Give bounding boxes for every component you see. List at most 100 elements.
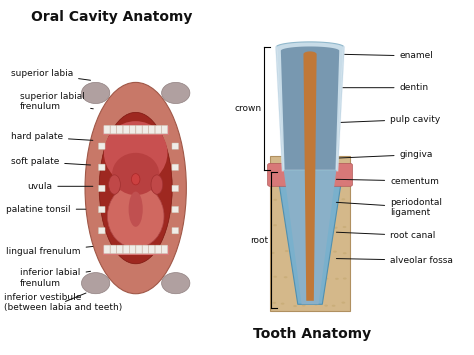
Ellipse shape (272, 302, 275, 305)
Ellipse shape (333, 250, 337, 252)
FancyBboxPatch shape (136, 245, 142, 253)
FancyBboxPatch shape (99, 164, 105, 170)
FancyBboxPatch shape (129, 245, 136, 253)
FancyBboxPatch shape (155, 125, 161, 134)
FancyBboxPatch shape (162, 125, 168, 134)
FancyBboxPatch shape (172, 228, 179, 234)
Ellipse shape (284, 278, 288, 280)
FancyBboxPatch shape (129, 125, 136, 134)
Text: crown: crown (235, 104, 262, 113)
Text: alveolar fossa: alveolar fossa (337, 256, 453, 265)
Text: cementum: cementum (337, 176, 439, 186)
Ellipse shape (112, 153, 159, 195)
FancyBboxPatch shape (136, 125, 142, 134)
FancyBboxPatch shape (99, 185, 105, 192)
Text: soft palate: soft palate (11, 157, 91, 166)
Ellipse shape (283, 172, 287, 174)
Text: lingual frenulum: lingual frenulum (6, 246, 93, 256)
Text: superior labia: superior labia (11, 69, 91, 80)
Ellipse shape (332, 175, 336, 177)
Text: root: root (250, 236, 269, 245)
Ellipse shape (294, 251, 298, 253)
Bar (103, 126, 169, 135)
Ellipse shape (292, 278, 295, 280)
Ellipse shape (305, 303, 309, 305)
Ellipse shape (343, 198, 346, 200)
Ellipse shape (108, 185, 164, 248)
Ellipse shape (294, 174, 298, 175)
Ellipse shape (273, 252, 277, 255)
Text: inferior labial
frenulum: inferior labial frenulum (20, 268, 91, 288)
FancyBboxPatch shape (123, 125, 129, 134)
Ellipse shape (85, 82, 186, 294)
FancyBboxPatch shape (117, 125, 123, 134)
Text: Oral Cavity Anatomy: Oral Cavity Anatomy (31, 10, 193, 24)
Polygon shape (303, 51, 317, 301)
FancyBboxPatch shape (172, 143, 179, 149)
Ellipse shape (322, 251, 326, 253)
Text: root canal: root canal (337, 231, 436, 240)
Ellipse shape (162, 82, 190, 104)
Ellipse shape (343, 225, 347, 228)
Text: palatine tonsil: palatine tonsil (6, 205, 86, 214)
FancyBboxPatch shape (104, 125, 110, 134)
FancyBboxPatch shape (117, 245, 123, 253)
Text: gingiva: gingiva (339, 150, 433, 159)
Ellipse shape (109, 175, 120, 194)
FancyBboxPatch shape (123, 245, 129, 253)
Ellipse shape (335, 303, 339, 305)
Ellipse shape (273, 200, 277, 202)
Ellipse shape (273, 173, 277, 175)
Ellipse shape (284, 224, 288, 226)
Ellipse shape (162, 273, 190, 294)
FancyBboxPatch shape (110, 125, 117, 134)
Ellipse shape (325, 225, 329, 227)
FancyBboxPatch shape (268, 163, 353, 186)
Ellipse shape (334, 276, 338, 278)
Polygon shape (276, 42, 344, 170)
FancyBboxPatch shape (270, 156, 350, 311)
Ellipse shape (281, 302, 285, 304)
Polygon shape (283, 170, 337, 304)
Ellipse shape (99, 112, 172, 264)
Ellipse shape (82, 82, 110, 104)
Bar (103, 246, 169, 255)
Ellipse shape (104, 121, 167, 185)
Ellipse shape (333, 199, 337, 201)
FancyBboxPatch shape (142, 245, 148, 253)
Ellipse shape (274, 276, 278, 278)
FancyBboxPatch shape (172, 206, 179, 213)
Ellipse shape (342, 277, 346, 279)
FancyBboxPatch shape (149, 125, 155, 134)
Ellipse shape (292, 225, 295, 227)
FancyBboxPatch shape (172, 185, 179, 192)
Ellipse shape (151, 175, 163, 194)
Text: superior labial
frenulum: superior labial frenulum (20, 92, 93, 111)
FancyBboxPatch shape (99, 228, 105, 234)
Ellipse shape (313, 275, 317, 278)
Text: dentin: dentin (337, 83, 428, 92)
FancyBboxPatch shape (149, 245, 155, 253)
Ellipse shape (344, 302, 348, 305)
Ellipse shape (311, 303, 315, 305)
Text: periodontal
ligament: periodontal ligament (337, 198, 442, 217)
Ellipse shape (82, 273, 110, 294)
Ellipse shape (334, 225, 338, 227)
Ellipse shape (344, 174, 347, 176)
Ellipse shape (343, 253, 346, 255)
Ellipse shape (295, 199, 299, 201)
Text: hard palate: hard palate (11, 132, 93, 142)
Ellipse shape (322, 275, 326, 278)
FancyBboxPatch shape (110, 245, 117, 253)
Polygon shape (281, 47, 339, 170)
FancyBboxPatch shape (172, 164, 179, 170)
Ellipse shape (281, 251, 285, 253)
Text: enamel: enamel (341, 51, 433, 60)
Text: inferior vestibule
(between labia and teeth): inferior vestibule (between labia and te… (4, 293, 122, 312)
Ellipse shape (131, 174, 140, 185)
Ellipse shape (284, 199, 288, 201)
FancyBboxPatch shape (99, 206, 105, 213)
Polygon shape (277, 170, 343, 304)
Ellipse shape (128, 192, 143, 227)
FancyBboxPatch shape (142, 125, 148, 134)
